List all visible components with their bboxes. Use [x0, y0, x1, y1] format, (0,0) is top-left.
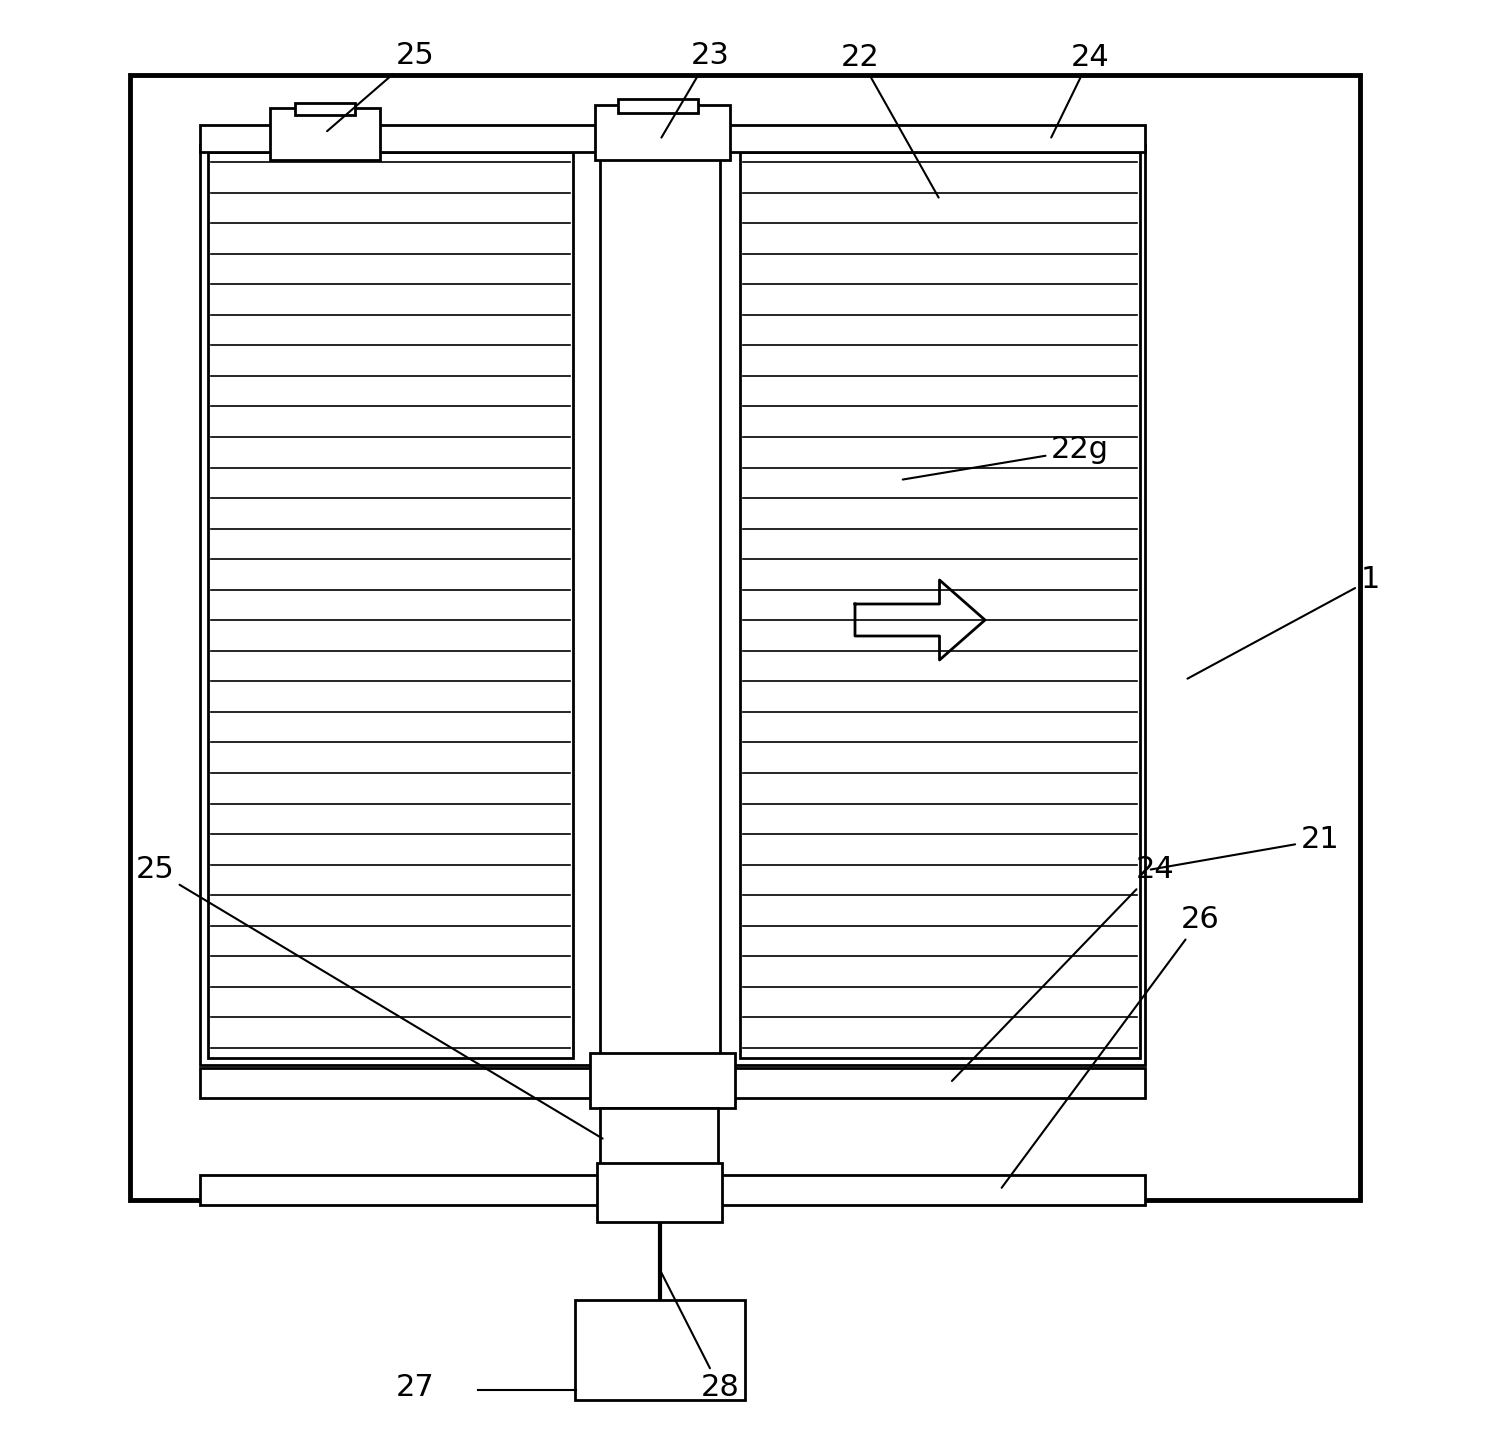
Bar [200, 1175, 1145, 1206]
Bar [617, 99, 697, 114]
Bar [596, 1163, 721, 1222]
Text: 23: 23 [661, 41, 729, 138]
Bar [200, 1069, 1145, 1098]
Bar [200, 125, 1145, 151]
Text: 22g: 22g [902, 435, 1108, 479]
Bar [630, 1171, 688, 1200]
Text: 22: 22 [840, 44, 938, 198]
Bar [599, 1108, 718, 1171]
Bar [595, 105, 730, 160]
Text: 28: 28 [661, 1273, 739, 1402]
Bar [200, 146, 1145, 1064]
Bar [130, 76, 1360, 1200]
Text: 21: 21 [1151, 826, 1339, 869]
Text: 25: 25 [136, 856, 602, 1139]
Bar [208, 151, 572, 1059]
Bar [739, 151, 1140, 1059]
Text: 27: 27 [396, 1373, 434, 1402]
Text: 1: 1 [1187, 565, 1379, 678]
Text: 24: 24 [1051, 44, 1110, 137]
Bar [295, 103, 355, 115]
Bar [599, 140, 720, 1069]
Bar [270, 108, 380, 160]
Text: 25: 25 [327, 41, 434, 131]
Bar [575, 1300, 745, 1401]
Text: 26: 26 [1001, 906, 1220, 1188]
Bar [590, 1053, 735, 1108]
Text: 24: 24 [952, 856, 1175, 1080]
